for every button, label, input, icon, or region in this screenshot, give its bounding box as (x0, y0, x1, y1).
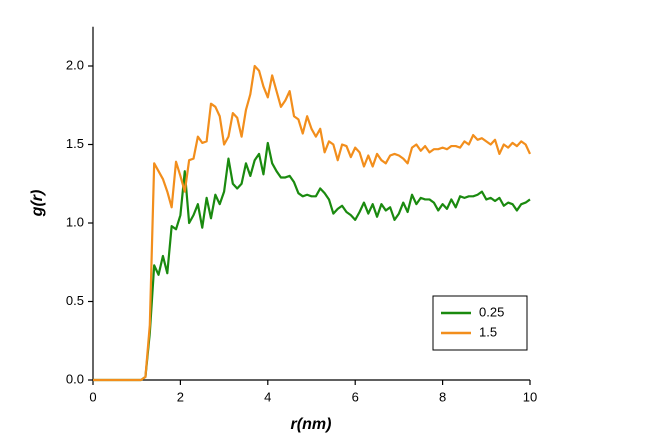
x-tick-label: 0 (89, 389, 96, 404)
legend-label: 1.5 (479, 324, 497, 339)
y-axis-title: g(r) (29, 190, 46, 218)
x-tick-label: 8 (439, 389, 446, 404)
y-tick-label: 0.0 (66, 371, 84, 386)
data-line (93, 64, 531, 382)
y-tick-label: 0.5 (66, 293, 84, 308)
y-tick-label: 1.0 (66, 214, 84, 229)
data-line (93, 141, 531, 382)
y-tick-label: 2.0 (66, 57, 84, 72)
legend-label: 0.25 (479, 304, 504, 319)
x-tick-label: 6 (352, 389, 359, 404)
x-tick-label: 4 (264, 389, 271, 404)
x-tick-label: 2 (177, 389, 184, 404)
x-tick-label: 10 (523, 389, 537, 404)
legend-box (432, 295, 528, 351)
y-tick-label: 1.5 (66, 136, 84, 151)
x-axis-title: r(nm) (291, 416, 332, 433)
